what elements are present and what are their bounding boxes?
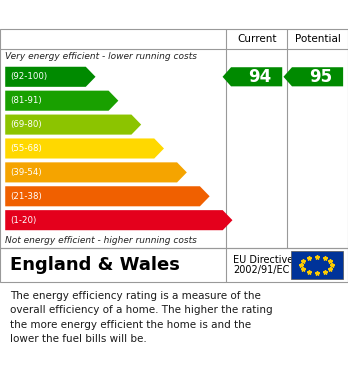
Text: (81-91): (81-91): [10, 96, 42, 105]
Text: (1-20): (1-20): [10, 216, 37, 225]
Polygon shape: [5, 162, 187, 183]
Polygon shape: [5, 186, 209, 206]
Text: C: C: [142, 117, 153, 132]
Text: 2002/91/EC: 2002/91/EC: [233, 265, 290, 275]
Text: A: A: [96, 69, 108, 84]
Text: 94: 94: [248, 68, 272, 86]
Text: Very energy efficient - lower running costs: Very energy efficient - lower running co…: [5, 52, 197, 61]
Polygon shape: [284, 67, 343, 86]
Text: (55-68): (55-68): [10, 144, 42, 153]
Text: E: E: [188, 165, 198, 180]
Text: Energy Efficiency Rating: Energy Efficiency Rating: [10, 7, 232, 23]
Polygon shape: [5, 138, 164, 158]
Polygon shape: [5, 91, 118, 111]
Polygon shape: [223, 67, 282, 86]
Text: (92-100): (92-100): [10, 72, 48, 81]
Text: Not energy efficient - higher running costs: Not energy efficient - higher running co…: [5, 235, 197, 244]
Text: England & Wales: England & Wales: [10, 256, 180, 274]
Text: F: F: [210, 189, 220, 204]
Text: D: D: [165, 141, 177, 156]
Text: (21-38): (21-38): [10, 192, 42, 201]
Polygon shape: [5, 210, 232, 230]
Polygon shape: [5, 115, 141, 135]
Text: G: G: [233, 213, 245, 228]
Text: The energy efficiency rating is a measure of the
overall efficiency of a home. T: The energy efficiency rating is a measur…: [10, 291, 273, 344]
Text: 95: 95: [309, 68, 333, 86]
Text: Potential: Potential: [295, 34, 340, 44]
Polygon shape: [5, 67, 95, 87]
Text: B: B: [119, 93, 130, 108]
Text: Current: Current: [237, 34, 276, 44]
Text: (69-80): (69-80): [10, 120, 42, 129]
Text: (39-54): (39-54): [10, 168, 42, 177]
Bar: [291, 251, 343, 279]
Text: EU Directive: EU Directive: [233, 255, 293, 265]
